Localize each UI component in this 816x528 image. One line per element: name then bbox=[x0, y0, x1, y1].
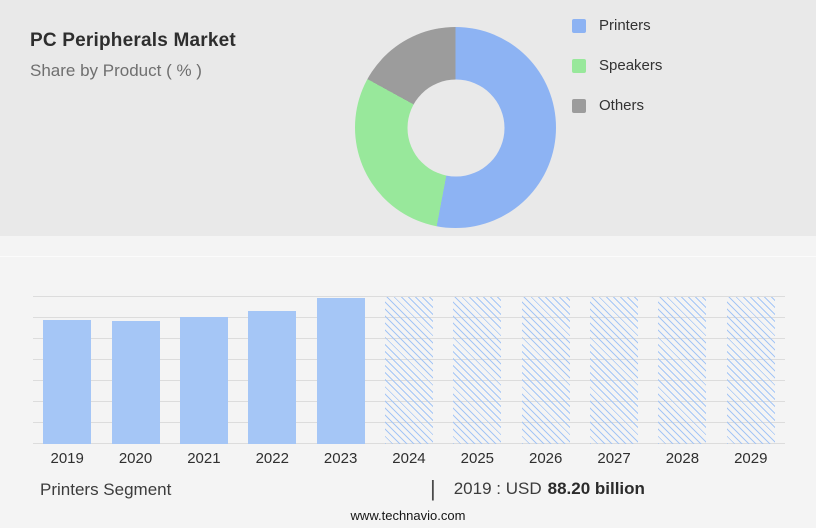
x-label-2020: 2020 bbox=[118, 450, 153, 467]
legend-swatch-speakers bbox=[572, 58, 586, 73]
page-subtitle: Share by Product ( % ) bbox=[30, 61, 202, 80]
bar-2020 bbox=[111, 320, 160, 444]
bar-slot-2027 bbox=[580, 296, 648, 444]
legend-item-others: Others bbox=[572, 97, 662, 114]
bars-area bbox=[33, 296, 785, 444]
x-label-2028: 2028 bbox=[665, 450, 700, 467]
legend-label: Printers bbox=[599, 17, 651, 34]
bar-2024 bbox=[384, 296, 433, 444]
value-prefix: 2019 : USD bbox=[453, 479, 542, 498]
bar-panel: 2019 2020 2021 2022 2023 2024 2025 2026 2027 2028… bbox=[0, 236, 816, 528]
bar-2023 bbox=[316, 298, 365, 444]
bar-slot-2028 bbox=[648, 296, 716, 444]
bar-slot-2026 bbox=[512, 296, 580, 444]
bar-slot-2020 bbox=[101, 296, 169, 444]
x-label-2025: 2025 bbox=[460, 450, 495, 467]
bar-slot-2024 bbox=[375, 296, 443, 444]
legend-label: Speakers bbox=[599, 57, 663, 74]
x-label-2023: 2023 bbox=[323, 450, 358, 467]
bar-2026 bbox=[521, 296, 570, 444]
segment-label: Printers Segment bbox=[40, 480, 172, 499]
legend-swatch-others bbox=[572, 98, 586, 113]
bar-2025 bbox=[453, 296, 502, 444]
x-label-2027: 2027 bbox=[597, 450, 631, 467]
bar-slot-2029 bbox=[717, 296, 785, 444]
x-label-2021: 2021 bbox=[187, 450, 221, 467]
value-group: | 2019 : USD 88.20 billion bbox=[430, 476, 645, 502]
x-label-2019: 2019 bbox=[50, 450, 84, 467]
legend: Printers Speakers Others bbox=[572, 17, 662, 137]
title-block: PC Peripherals Market Share by Product (… bbox=[30, 30, 236, 81]
legend-swatch-printers bbox=[572, 18, 586, 33]
x-axis-labels: 2019 2020 2021 2022 2023 2024 2025 2026 2027 2028… bbox=[33, 450, 785, 467]
legend-item-speakers: Speakers bbox=[572, 57, 662, 74]
bar-2021 bbox=[179, 317, 228, 444]
page-title: PC Peripherals Market bbox=[30, 30, 236, 51]
donut-chart bbox=[355, 27, 556, 228]
x-label-2026: 2026 bbox=[529, 450, 563, 467]
x-label-2022: 2022 bbox=[255, 450, 289, 467]
website-url: www.technavio.com bbox=[350, 508, 466, 523]
bar-slot-2023 bbox=[306, 296, 374, 444]
value-amount: 88.20 billion bbox=[547, 479, 645, 498]
bar-2022 bbox=[248, 311, 297, 444]
panel-divider bbox=[0, 256, 816, 257]
bar-slot-2021 bbox=[170, 296, 238, 444]
bar-slot-2019 bbox=[33, 296, 101, 444]
bar-2029 bbox=[726, 296, 775, 444]
share-panel: PC Peripherals Market Share by Product (… bbox=[0, 0, 816, 236]
x-label-2024: 2024 bbox=[392, 450, 426, 467]
bar-2028 bbox=[658, 296, 707, 444]
bar-chart bbox=[33, 296, 785, 444]
x-label-2029: 2029 bbox=[734, 450, 768, 467]
separator: | bbox=[430, 476, 436, 501]
donut-hole bbox=[407, 79, 504, 176]
bar-slot-2022 bbox=[238, 296, 306, 444]
bar-slot-2025 bbox=[443, 296, 511, 444]
bar-2027 bbox=[590, 296, 639, 444]
legend-item-printers: Printers bbox=[572, 17, 662, 34]
legend-label: Others bbox=[599, 97, 645, 114]
bar-2019 bbox=[43, 319, 92, 444]
